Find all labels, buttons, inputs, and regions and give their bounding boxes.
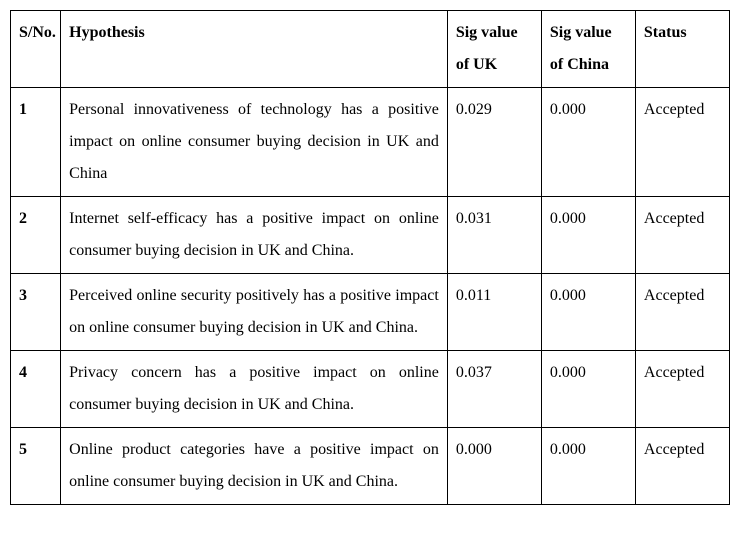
table-row: 2 Internet self-efficacy has a positive … (11, 197, 730, 274)
cell-sig-uk: 0.031 (447, 197, 541, 274)
cell-status: Accepted (635, 274, 729, 351)
cell-hypothesis: Internet self-efficacy has a positive im… (61, 197, 448, 274)
table-row: 1 Personal innovativeness of technology … (11, 88, 730, 197)
table-header-row: S/No. Hypothesis Sig value of UK Sig val… (11, 11, 730, 88)
cell-sig-uk: 0.011 (447, 274, 541, 351)
cell-hypothesis: Personal innovativeness of technology ha… (61, 88, 448, 197)
table-row: 3 Perceived online security positively h… (11, 274, 730, 351)
cell-sn: 2 (11, 197, 61, 274)
col-header-status: Status (635, 11, 729, 88)
cell-hypothesis: Perceived online security positively has… (61, 274, 448, 351)
hypothesis-table: S/No. Hypothesis Sig value of UK Sig val… (10, 10, 730, 505)
cell-hypothesis: Online product categories have a positiv… (61, 428, 448, 505)
table-row: 5 Online product categories have a posit… (11, 428, 730, 505)
cell-sig-uk: 0.029 (447, 88, 541, 197)
cell-sn: 3 (11, 274, 61, 351)
cell-status: Accepted (635, 428, 729, 505)
cell-sig-china: 0.000 (541, 428, 635, 505)
cell-status: Accepted (635, 197, 729, 274)
cell-hypothesis: Privacy concern has a positive impact on… (61, 351, 448, 428)
cell-status: Accepted (635, 88, 729, 197)
col-header-sn: S/No. (11, 11, 61, 88)
cell-sig-china: 0.000 (541, 351, 635, 428)
col-header-sig-uk: Sig value of UK (447, 11, 541, 88)
cell-sig-china: 0.000 (541, 88, 635, 197)
col-header-hypothesis: Hypothesis (61, 11, 448, 88)
cell-sn: 4 (11, 351, 61, 428)
cell-sig-china: 0.000 (541, 197, 635, 274)
cell-sn: 5 (11, 428, 61, 505)
table-row: 4 Privacy concern has a positive impact … (11, 351, 730, 428)
cell-sig-uk: 0.000 (447, 428, 541, 505)
cell-sig-uk: 0.037 (447, 351, 541, 428)
cell-sn: 1 (11, 88, 61, 197)
col-header-sig-china: Sig value of China (541, 11, 635, 88)
cell-sig-china: 0.000 (541, 274, 635, 351)
cell-status: Accepted (635, 351, 729, 428)
